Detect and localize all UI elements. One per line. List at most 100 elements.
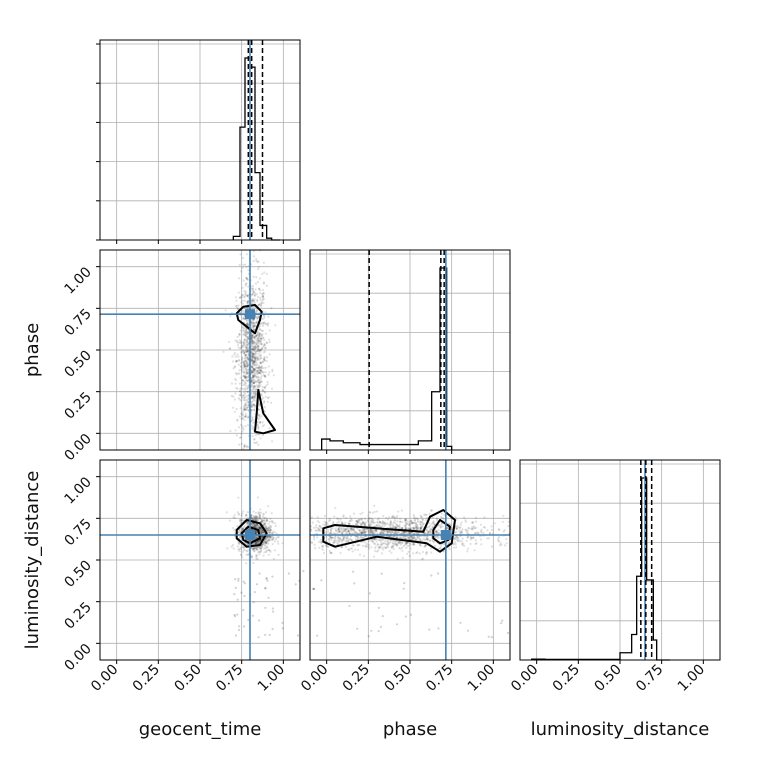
- sample-point: [401, 556, 404, 559]
- sample-point: [241, 302, 244, 305]
- sample-point: [257, 551, 260, 554]
- sample-point: [246, 356, 249, 359]
- sample-point: [261, 529, 264, 532]
- sample-point: [242, 364, 245, 367]
- sample-point: [436, 517, 439, 521]
- sample-point: [251, 548, 254, 551]
- sample-point: [348, 523, 351, 526]
- sample-point: [471, 528, 474, 531]
- sample-point: [241, 556, 244, 559]
- sample-point: [480, 543, 483, 546]
- sample-point: [242, 546, 245, 549]
- sample-point: [258, 358, 261, 361]
- sample-point: [364, 531, 367, 534]
- sample-point: [258, 335, 261, 338]
- sample-point: [268, 535, 271, 539]
- sample-point: [250, 376, 254, 379]
- sample-point: [332, 522, 335, 525]
- sample-point: [446, 526, 450, 530]
- sample-point: [342, 515, 345, 518]
- sample-point: [252, 398, 256, 401]
- sample-point-outlier: [281, 621, 284, 625]
- sample-point: [261, 296, 264, 299]
- sample-point: [335, 529, 338, 532]
- sample-point: [408, 536, 411, 539]
- sample-point: [240, 351, 244, 354]
- sample-point: [384, 532, 387, 535]
- sample-point: [235, 387, 238, 390]
- sample-point: [229, 315, 232, 318]
- sample-point: [258, 287, 261, 290]
- sample-point: [329, 519, 332, 522]
- sample-point: [263, 523, 266, 526]
- sample-point: [235, 299, 238, 302]
- sample-point: [241, 416, 244, 419]
- sample-point: [264, 527, 267, 530]
- sample-point: [398, 523, 401, 526]
- sample-point: [245, 335, 248, 338]
- sample-point: [382, 515, 385, 518]
- sample-point: [258, 517, 262, 520]
- sample-point: [338, 540, 341, 543]
- sample-point: [316, 536, 319, 539]
- sample-point: [474, 532, 477, 535]
- y-axis-label-luminosity_distance: luminosity_distance: [22, 471, 43, 650]
- sample-point: [246, 362, 249, 366]
- sample-point: [250, 380, 253, 383]
- sample-point: [250, 380, 253, 383]
- sample-point: [257, 337, 260, 340]
- sample-point: [384, 546, 387, 550]
- sample-point: [342, 539, 345, 542]
- sample-point: [381, 546, 384, 549]
- sample-point: [254, 363, 257, 366]
- sample-point: [347, 548, 350, 551]
- sample-point: [375, 540, 378, 543]
- sample-point: [252, 328, 255, 331]
- sample-point: [232, 367, 235, 370]
- sample-point: [265, 341, 268, 344]
- sample-point: [252, 421, 255, 424]
- sample-point: [243, 396, 246, 399]
- sample-point: [235, 304, 238, 308]
- sample-point: [388, 516, 391, 519]
- sample-point: [329, 536, 332, 539]
- sample-point: [399, 517, 402, 521]
- sample-point: [403, 544, 406, 547]
- sample-point: [238, 332, 241, 336]
- sample-point: [252, 324, 255, 327]
- sample-point: [254, 357, 257, 360]
- sample-point: [394, 521, 397, 524]
- sample-point: [395, 526, 398, 529]
- sample-point: [240, 432, 243, 435]
- sample-point: [373, 528, 376, 532]
- sample-point: [416, 528, 419, 531]
- sample-point: [405, 531, 408, 534]
- sample-point: [321, 546, 324, 549]
- sample-point: [372, 519, 375, 522]
- sample-point: [499, 541, 502, 545]
- sample-point: [233, 410, 236, 413]
- sample-point: [241, 528, 244, 531]
- sample-point: [260, 347, 263, 350]
- sample-point: [460, 531, 464, 534]
- sample-point: [252, 382, 255, 385]
- sample-point: [356, 548, 360, 551]
- sample-point: [242, 527, 245, 530]
- sample-point: [259, 332, 262, 335]
- sample-point: [366, 543, 369, 546]
- sample-point: [380, 541, 383, 544]
- sample-point: [255, 388, 258, 391]
- sample-point: [261, 371, 264, 374]
- sample-point: [318, 528, 321, 532]
- sample-point: [253, 324, 256, 328]
- sample-point: [241, 266, 244, 269]
- sample-point: [332, 521, 335, 524]
- sample-point-outlier: [506, 631, 509, 635]
- sample-point: [367, 545, 370, 548]
- sample-point: [393, 535, 396, 538]
- sample-point: [459, 531, 462, 534]
- sample-point: [256, 535, 259, 538]
- sample-point: [259, 337, 262, 340]
- sample-point: [237, 548, 240, 551]
- sample-point: [409, 526, 412, 529]
